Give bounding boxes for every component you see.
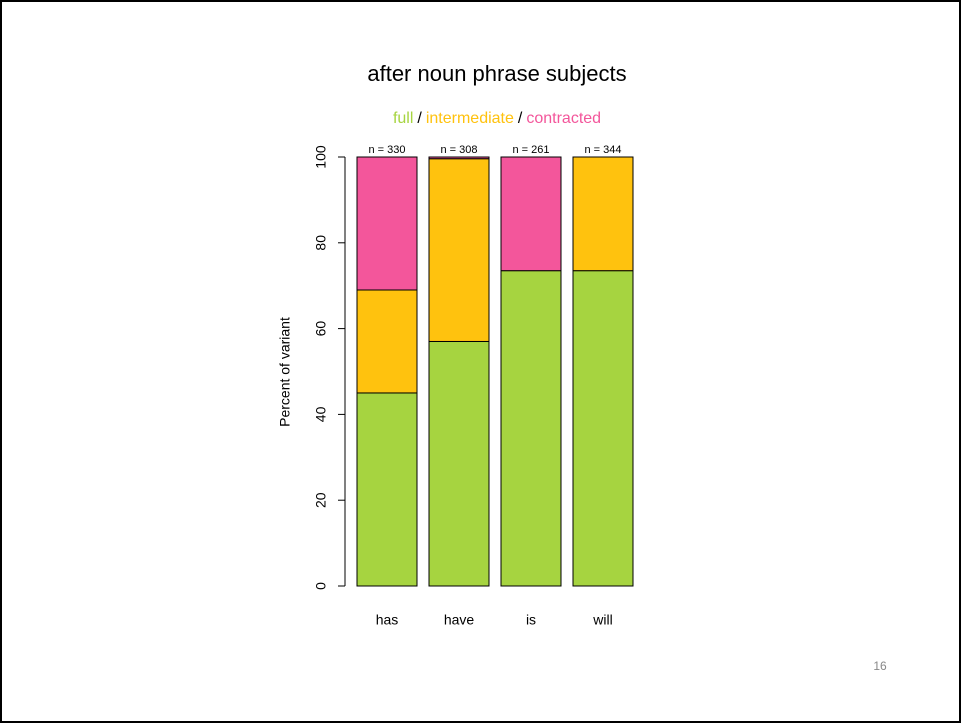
x-tick-label: have xyxy=(444,612,475,628)
legend-separator: / xyxy=(417,110,422,127)
bar-segment xyxy=(356,392,418,587)
legend-separator: / xyxy=(518,110,523,127)
legend-entry: intermediate xyxy=(426,110,514,127)
y-tick-label: 80 xyxy=(313,235,329,251)
bar-segment xyxy=(500,156,562,272)
bar-segment xyxy=(356,289,418,394)
bar-label: n = 308 xyxy=(440,144,477,156)
bar-segment xyxy=(572,156,634,272)
y-tick-label: 40 xyxy=(313,406,329,422)
y-tick-label: 0 xyxy=(313,582,329,590)
bar-label: n = 261 xyxy=(512,144,549,156)
bar-segment xyxy=(572,270,634,587)
x-tick-label: is xyxy=(526,612,536,628)
bar-label: n = 330 xyxy=(368,144,405,156)
x-tick-label: will xyxy=(592,612,612,628)
bar-segment xyxy=(500,270,562,587)
legend: full / intermediate / contracted xyxy=(393,110,601,127)
legend-entry: full xyxy=(393,110,413,127)
slide-number: 16 xyxy=(873,659,887,673)
bar-label: n = 344 xyxy=(584,144,621,156)
chart-title: after noun phrase subjects xyxy=(367,61,626,86)
x-tick-label: has xyxy=(376,612,399,628)
y-tick-label: 60 xyxy=(313,321,329,337)
bar-segment xyxy=(428,158,490,342)
y-tick-label: 100 xyxy=(313,145,329,169)
legend-entry: contracted xyxy=(526,110,601,127)
bar-segment xyxy=(356,156,418,291)
y-tick-label: 20 xyxy=(313,492,329,508)
y-axis-label: Percent of variant xyxy=(277,317,293,427)
bar-segment xyxy=(428,156,490,160)
bar-segment xyxy=(428,340,490,587)
